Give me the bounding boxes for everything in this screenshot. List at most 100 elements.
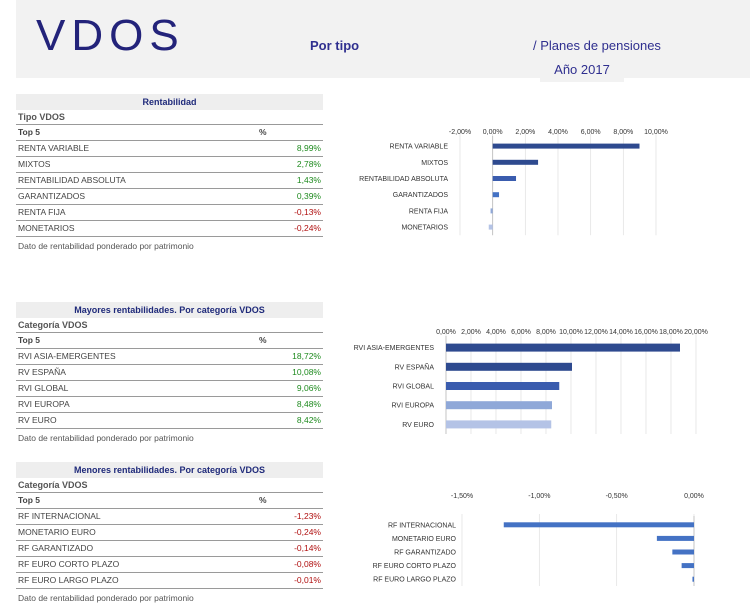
row-value: -0,13% [294,207,321,217]
x-tick-label: 16,00% [634,329,658,336]
table-row: RVI ASIA-EMERGENTES 18,72% [16,349,323,365]
mayores-table: Mayores rentabilidades. Por categoría VD… [16,302,323,445]
table-row: MIXTOS 2,78% [16,157,323,173]
bar [681,563,694,569]
bar [692,576,694,582]
bar [492,176,517,181]
row-value: 10,08% [292,367,321,377]
x-tick-label: 0,00% [684,493,704,500]
table-row: RENTA FIJA -0,13% [16,205,323,221]
row-label: RF EURO LARGO PLAZO [18,575,119,585]
table-row: GARANTIZADOS 0,39% [16,189,323,205]
menores-table: Menores rentabilidades. Por categoría VD… [16,462,323,605]
bar [446,343,680,352]
row-label: GARANTIZADOS [18,191,86,201]
row-value: 8,99% [296,143,321,153]
table-title: Mayores rentabilidades. Por categoría VD… [16,302,323,318]
x-tick-label: 2,00% [461,329,481,336]
table-note: Dato de rentabilidad ponderado por patri… [18,433,194,443]
table-subtitle: Tipo VDOS [16,110,323,125]
table-row: MONETARIO EURO -0,24% [16,525,323,541]
category-label: RF EURO LARGO PLAZO [373,577,456,584]
x-tick-label: 10,00% [644,129,668,136]
x-tick-label: 2,00% [515,129,535,136]
category-label: RENTA VARIABLE [390,144,449,151]
x-tick-label: -2,00% [449,129,471,136]
row-value: -0,24% [294,527,321,537]
table-note: Dato de rentabilidad ponderado por patri… [18,593,194,603]
row-value: 9,06% [296,383,321,393]
table-row: RF GARANTIZADO -0,14% [16,541,323,557]
x-tick-label: 18,00% [659,329,683,336]
table-row: RVI EUROPA 8,48% [16,397,323,413]
x-tick-label: 10,00% [559,329,583,336]
chart-mayores: 0,00% 2,00% 4,00% 6,00% 8,00% 10,00% 12,00% 14,… [354,329,708,434]
row-label: RENTA VARIABLE [18,143,90,153]
row-label: RVI GLOBAL [18,383,69,393]
category-label: RENTABILIDAD ABSOLUTA [359,176,448,183]
table-row: RV ESPAÑA 10,08% [16,365,323,381]
row-label: MIXTOS [18,159,51,169]
category-label: RVI ASIA-EMERGENTES [354,345,435,352]
table-body: RF INTERNACIONAL -1,23% MONETARIO EURO -0,2… [16,509,323,589]
row-label: RENTABILIDAD ABSOLUTA [18,175,126,185]
category-label: RV ESPAÑA [395,362,435,371]
row-value: -0,14% [294,543,321,553]
bar [446,420,552,429]
row-value: -0,24% [294,223,321,233]
row-value: 18,72% [292,351,321,361]
x-tick-label: -1,00% [528,493,550,500]
col-top5: Top 5 [18,335,41,345]
row-label: MONETARIO EURO [18,527,96,537]
x-tick-label: 12,00% [584,329,608,336]
x-tick-label: 0,00% [483,129,503,136]
table-body: RVI ASIA-EMERGENTES 18,72% RV ESPAÑA 10,08%… [16,349,323,429]
table-row: MONETARIOS -0,24% [16,221,323,237]
col-pct: % [259,335,267,345]
x-tick-label: 14,00% [609,329,633,336]
chart-menores: -1,50% -1,00% -0,50% 0,00% RF INTERNACIONAL M… [373,493,704,586]
table-header-row: Top 5 % [16,333,323,349]
row-value: -1,23% [294,511,321,521]
row-value: -0,01% [294,575,321,585]
bar [488,224,493,230]
bar [656,535,694,541]
x-tick-label: 6,00% [581,129,601,136]
bar [446,382,560,390]
bar [492,143,640,149]
x-tick-label: 8,00% [613,129,633,136]
category-label: RVI GLOBAL [392,384,434,391]
table-title: Rentabilidad [16,94,323,110]
row-label: RENTA FIJA [18,207,66,217]
row-label: RV EURO [18,415,57,425]
row-label: RVI EUROPA [18,399,70,409]
table-row: RV EURO 8,42% [16,413,323,429]
report-year: Año 2017 [540,58,624,82]
vdos-logo: VDOS [36,12,179,54]
row-label: RVI ASIA-EMERGENTES [18,351,116,361]
row-label: RF EURO CORTO PLAZO [18,559,120,569]
bar [446,362,572,371]
bar [446,401,552,410]
bar [490,208,493,214]
row-value: 1,43% [296,175,321,185]
x-tick-label: 4,00% [486,329,506,336]
bar [492,192,500,198]
row-label: RF INTERNACIONAL [18,511,101,521]
category-label: MIXTOS [421,160,448,167]
row-label: MONETARIOS [18,223,75,233]
category-label: RENTA FIJA [409,208,448,215]
row-value: 8,42% [296,415,321,425]
row-label: RV ESPAÑA [18,367,66,377]
page-header [16,0,750,78]
table-subtitle: Categoría VDOS [16,318,323,333]
table-body: RENTA VARIABLE 8,99% MIXTOS 2,78% RENTABILID… [16,141,323,237]
category-label: GARANTIZADOS [393,192,449,199]
table-title: Menores rentabilidades. Por categoría VD… [16,462,323,478]
table-row: RENTA VARIABLE 8,99% [16,141,323,157]
row-value: -0,08% [294,559,321,569]
category-label: RV EURO [402,422,434,429]
row-value: 8,48% [296,399,321,409]
table-header-row: Top 5 % [16,493,323,509]
x-tick-label: 4,00% [548,129,568,136]
